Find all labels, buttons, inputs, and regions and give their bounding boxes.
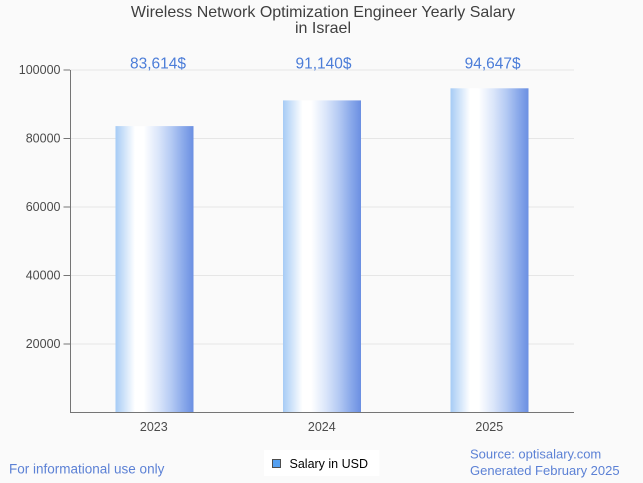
svg-text:100000: 100000 (19, 63, 61, 77)
svg-text:Source: optisalary.com: Source: optisalary.com (470, 446, 601, 461)
svg-text:Salary in USD: Salary in USD (290, 457, 369, 471)
svg-text:94,647$: 94,647$ (465, 55, 521, 72)
svg-text:80000: 80000 (26, 132, 61, 146)
svg-text:in Israel: in Israel (295, 20, 351, 37)
svg-text:2024: 2024 (308, 420, 336, 434)
svg-text:2025: 2025 (475, 420, 503, 434)
svg-text:60000: 60000 (26, 200, 61, 214)
svg-text:Generated February 2025: Generated February 2025 (470, 463, 620, 478)
svg-text:20000: 20000 (26, 337, 61, 351)
svg-text:For informational use only: For informational use only (9, 462, 165, 477)
svg-text:83,614$: 83,614$ (130, 55, 186, 72)
svg-text:40000: 40000 (26, 269, 61, 283)
svg-text:2023: 2023 (140, 420, 168, 434)
svg-text:Wireless Network Optimization: Wireless Network Optimization Engineer Y… (131, 4, 515, 21)
svg-text:91,140$: 91,140$ (295, 55, 351, 72)
